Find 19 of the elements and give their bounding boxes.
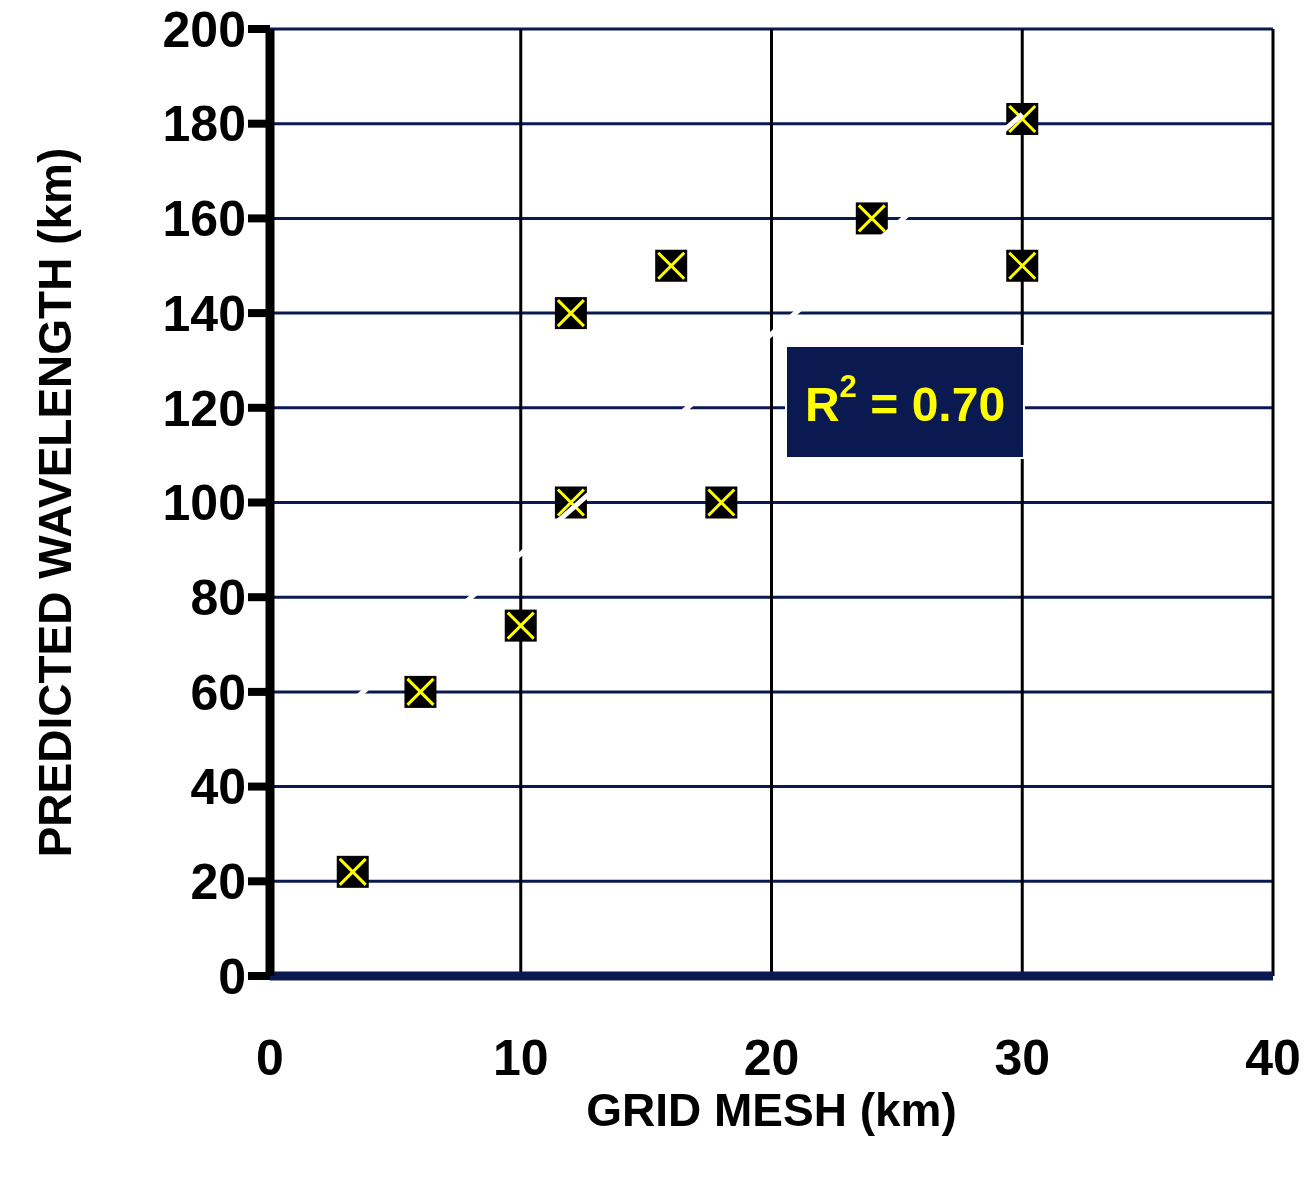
x-tick-label: 30: [994, 1029, 1051, 1086]
y-axis-title: PREDICTED WAVELENGTH (km): [29, 147, 81, 858]
y-tick-label: 0: [218, 948, 246, 1005]
y-tick-label: 20: [190, 854, 246, 911]
y-tick-label: 60: [190, 664, 246, 721]
y-tick-label: 40: [190, 759, 246, 816]
y-tick-label: 160: [162, 191, 246, 248]
x-tick-label: 20: [743, 1029, 800, 1086]
x-tick-label: 40: [1245, 1029, 1301, 1086]
y-tick-label: 120: [162, 380, 246, 437]
y-tick-label: 200: [162, 1, 246, 58]
x-tick-label: 10: [492, 1029, 549, 1086]
y-tick-label: 140: [162, 285, 246, 342]
x-axis-title: GRID MESH (km): [586, 1084, 957, 1136]
annotation: R$^{2}$ = 0.70: [804, 369, 1006, 431]
y-tick-label: 80: [190, 569, 246, 626]
y-tick-label: 100: [162, 475, 246, 532]
x-tick-label: 0: [256, 1029, 284, 1086]
y-tick-label: 180: [162, 96, 246, 153]
